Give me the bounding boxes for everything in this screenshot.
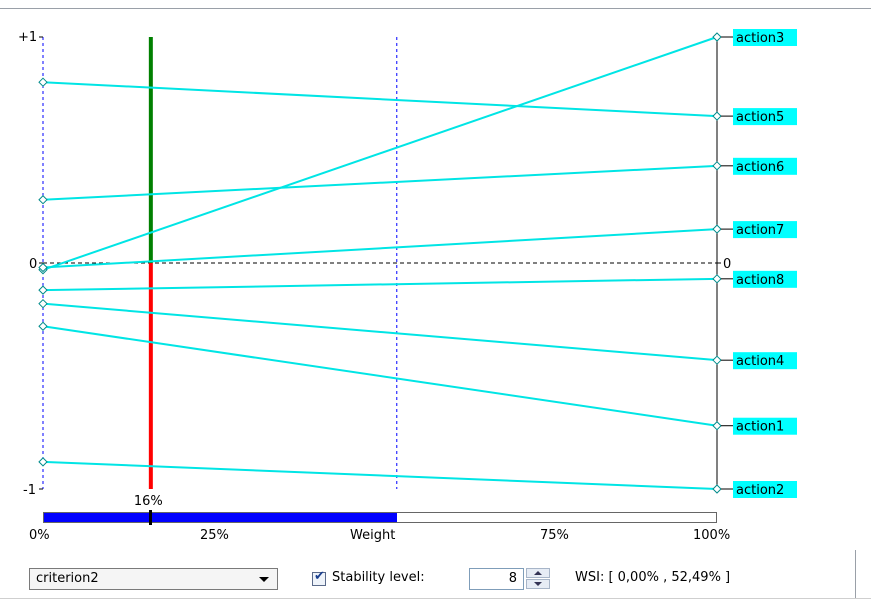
weight-slider-thumb[interactable] (149, 510, 153, 525)
weight-tick-25: 25% (200, 528, 229, 543)
criterion-select[interactable]: criterion2 (29, 568, 278, 590)
series-label-bg-action1 (733, 417, 797, 435)
series-line-action7 (42, 228, 718, 269)
y-tick-zero: 0 (29, 257, 37, 272)
criterion-select-value: criterion2 (36, 571, 99, 586)
window-bottom-border (0, 598, 871, 599)
check-icon: ✔ (314, 569, 325, 584)
series-marker-action2-0 (38, 457, 48, 467)
series-label-bg-action7 (733, 221, 797, 239)
series-marker-action1-0 (38, 321, 48, 331)
arrow-down-icon (534, 582, 542, 586)
series-marker-action7-0 (38, 262, 48, 273)
series-label-bg-action4 (733, 352, 797, 370)
sensitivity-chart: +1 0 -1 0 16% action3 action5 action6 action7 act… (18, 29, 797, 505)
series-label-action6: action6 (736, 160, 784, 175)
series-line-action8 (42, 277, 718, 292)
series-label-action2: action2 (736, 483, 784, 498)
chevron-down-icon[interactable] (259, 577, 269, 582)
series-marker-action3-1 (712, 32, 722, 42)
weight-bar-fill (44, 513, 397, 522)
current-weight-label: 16% (134, 494, 163, 505)
series-label-bg-action3 (733, 29, 797, 46)
y-tick-bottom: -1 (23, 483, 36, 498)
series-marker-action6-1 (712, 161, 722, 171)
series-label-action7: action7 (736, 223, 784, 238)
stability-checkbox[interactable]: ✔ (312, 569, 326, 586)
stability-level-input[interactable]: 8 (469, 568, 524, 590)
series-marker-action8-0 (38, 285, 48, 295)
weight-tick-0: 0% (29, 528, 50, 543)
series-label-bg-action2 (733, 481, 797, 498)
weight-tick-100: 100% (693, 528, 731, 543)
series-line-action5 (42, 81, 718, 118)
series-label-action5: action5 (736, 110, 784, 125)
controls-row: criterion2 ✔ Stability level: 8 WSI: [ 0… (0, 566, 871, 594)
series-label-action1: action1 (736, 420, 784, 435)
series-label-action8: action8 (736, 273, 784, 288)
spin-down-button[interactable] (526, 579, 550, 589)
window-top-border (0, 8, 871, 9)
right-zero-label: 0 (723, 257, 731, 272)
weight-tick-75: 75% (540, 528, 569, 543)
stability-spinner (526, 568, 550, 590)
series-marker-action8-1 (712, 274, 722, 284)
y-tick-top: +1 (18, 30, 37, 45)
series-marker-action7-1 (712, 224, 722, 234)
series-line-action3 (42, 36, 718, 271)
arrow-up-icon (534, 571, 542, 575)
series-marker-action5-0 (38, 77, 48, 87)
series-line-action2 (42, 460, 718, 490)
series-marker-action5-1 (712, 111, 722, 121)
spin-up-button[interactable] (526, 568, 550, 578)
weight-axis-label: Weight (350, 528, 396, 543)
stability-label: Stability level: (332, 570, 425, 585)
wsi-readout: WSI: [ 0,00% , 52,49% ] (575, 570, 731, 585)
series-marker-action4-0 (38, 298, 48, 309)
panel-right-border (855, 550, 856, 598)
series-label-action3: action3 (736, 31, 784, 46)
series-label-bg-action6 (733, 157, 797, 175)
series-line-action1 (42, 325, 718, 427)
series-marker-action2-1 (712, 484, 722, 494)
series-label-bg-action8 (733, 270, 797, 288)
series-label-action4: action4 (736, 354, 784, 369)
series-marker-action1-1 (712, 421, 722, 431)
series-line-action6 (42, 164, 718, 201)
series-marker-action4-1 (712, 355, 722, 365)
series-line-action4 (42, 302, 718, 362)
series-marker-action6-0 (38, 195, 48, 205)
weight-bar[interactable] (43, 512, 717, 523)
series-label-bg-action5 (733, 108, 797, 126)
